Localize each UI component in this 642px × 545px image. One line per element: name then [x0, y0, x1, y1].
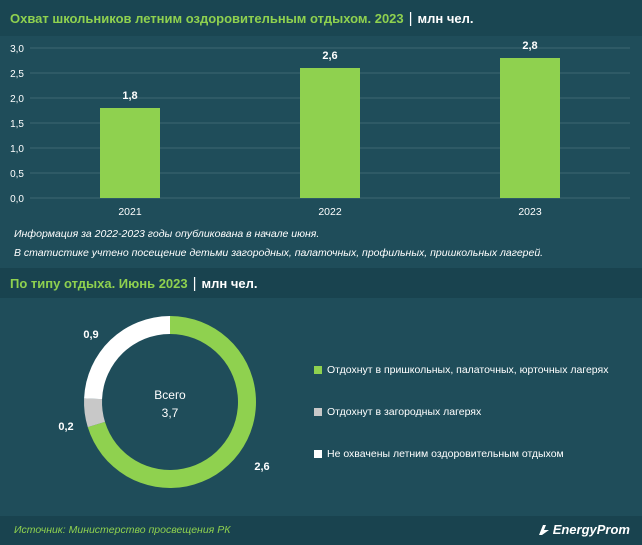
title-separator: | — [408, 9, 413, 27]
legend-swatch-not-covered — [314, 450, 322, 458]
chart-unit: млн чел. — [417, 10, 474, 26]
bar — [300, 68, 360, 198]
legend-label-school-camps: Отдохнут в пришкольных, палаточных, юрто… — [327, 364, 609, 376]
y-tick-label: 2,5 — [10, 69, 24, 80]
note-statistics: В статистике учтено посещение детьми заг… — [14, 247, 544, 259]
legend-swatch-school-camps — [314, 366, 322, 374]
slice-value-label: 2,6 — [254, 461, 269, 473]
y-tick-label: 0,0 — [10, 194, 24, 205]
donut-center-label: Всего — [154, 388, 186, 402]
y-tick-label: 2,0 — [10, 94, 24, 105]
x-tick-label: 2022 — [318, 206, 342, 218]
legend-item-not-covered: Не охвачены летним оздоровительным отдых… — [314, 448, 564, 460]
donut-slice — [84, 398, 105, 428]
chart-title: Охват школьников летним оздоровительным … — [10, 10, 404, 26]
legend-label-country-camps: Отдохнут в загородных лагерях — [327, 406, 482, 418]
y-tick-label: 3,0 — [10, 44, 24, 55]
bar — [500, 58, 560, 198]
bar-chart: 0,0 0,5 1,0 1,5 2,0 2,5 3,0 1,8 2021 2,6 2022 2,8 20… — [10, 40, 630, 218]
bar-value-label: 2,8 — [522, 40, 537, 52]
pie-unit: млн чел. — [201, 275, 258, 291]
x-tick-label: 2021 — [118, 206, 142, 218]
donut-slice — [84, 316, 170, 400]
source-text: Источник: Министерство просвещения РК — [14, 524, 231, 536]
bar-value-label: 1,8 — [122, 90, 137, 102]
legend-item-school-camps: Отдохнут в пришкольных, палаточных, юрто… — [314, 364, 608, 376]
note-publication: Информация за 2022-2023 годы опубликован… — [14, 228, 320, 240]
bar-value-label: 2,6 — [322, 50, 337, 62]
title-separator: | — [192, 274, 197, 292]
legend-item-country-camps: Отдохнут в загородных лагерях — [314, 406, 481, 418]
brand-mark-icon — [538, 524, 549, 535]
pie-title: По типу отдыха. Июнь 2023 — [10, 275, 188, 291]
slice-value-label: 0,2 — [58, 421, 73, 433]
x-tick-label: 2023 — [518, 206, 542, 218]
donut-chart: 2,6 0,2 0,9 Всего 3,7 — [58, 316, 270, 488]
brand-logo: EnergyProm — [538, 522, 630, 537]
chart-title-bar: Охват школьников летним оздоровительным … — [0, 0, 642, 36]
footer: Источник: Министерство просвещения РК En… — [0, 516, 642, 545]
y-tick-label: 1,0 — [10, 144, 24, 155]
donut-center-value: 3,7 — [162, 406, 179, 420]
pie-title-bar: По типу отдыха. Июнь 2023 | млн чел. — [0, 268, 642, 298]
legend-swatch-country-camps — [314, 408, 322, 416]
y-tick-label: 1,5 — [10, 119, 24, 130]
slice-value-label: 0,9 — [83, 329, 98, 341]
y-tick-label: 0,5 — [10, 169, 24, 180]
brand-name: EnergyProm — [552, 522, 630, 537]
bar — [100, 108, 160, 198]
legend-label-not-covered: Не охвачены летним оздоровительным отдых… — [327, 448, 564, 460]
